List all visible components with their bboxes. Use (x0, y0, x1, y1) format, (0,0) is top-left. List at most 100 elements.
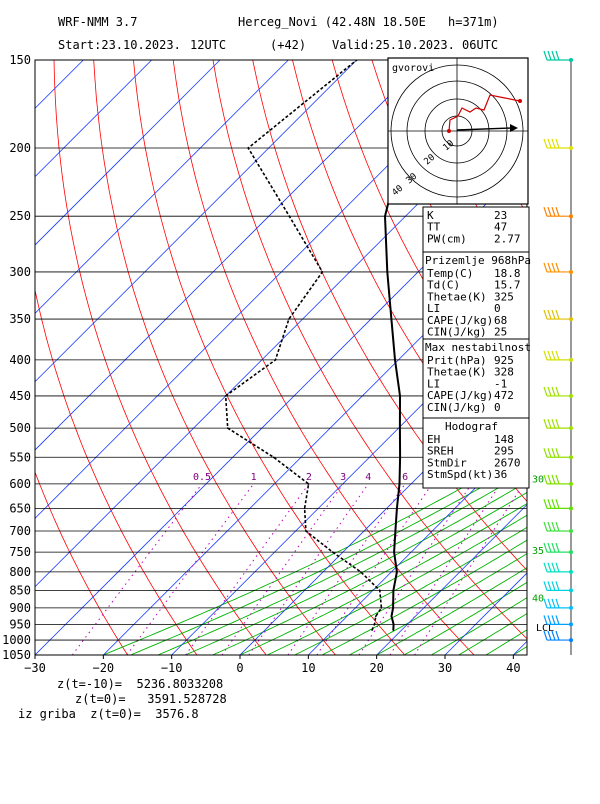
wind-barb-feather (548, 419, 551, 428)
wind-barb-feather (552, 448, 555, 457)
temperature-point (399, 457, 401, 459)
temperature-point (393, 629, 395, 631)
wind-barb-feather (544, 499, 547, 508)
wind-barb-feather (544, 351, 547, 360)
wind-barb (544, 599, 573, 610)
temperature-point (396, 508, 398, 510)
wind-barb-feather (548, 448, 551, 457)
dewpoint-point (360, 571, 362, 573)
mixing-ratio-label: 4 (365, 472, 371, 483)
surface-box-title: Prizemlje 968hPa (425, 254, 531, 267)
wind-barb-dot (569, 58, 573, 62)
isotherm-line (0, 60, 288, 655)
dewpoint-point (332, 551, 334, 553)
pressure-tick-label: 550 (9, 450, 31, 464)
isotherm-line (0, 60, 220, 655)
wind-barb-feather (544, 51, 547, 60)
wind-barb-feather (544, 563, 547, 572)
wind-barb-feather (556, 351, 559, 360)
pressure-tick-label: 400 (9, 353, 31, 367)
wind-barb-feather (556, 522, 559, 531)
wind-barb-dot (569, 394, 573, 398)
mixing-ratio-line (249, 484, 368, 655)
wind-barb-dot (569, 606, 573, 610)
temperature-point (391, 318, 393, 320)
wind-barb-dot (569, 506, 573, 510)
isotherm-line (172, 60, 600, 655)
dry-adiabat-line (54, 60, 266, 655)
wind-barb-feather (548, 563, 551, 572)
basic-box-row-label: PW(cm) (427, 232, 467, 245)
wind-barb-feather (552, 599, 555, 608)
temperature-point (399, 395, 401, 397)
mixing-ratio-label: 1 (251, 472, 257, 483)
mixing-ratio-line (72, 484, 202, 655)
wind-barb-feather (548, 351, 551, 360)
wind-barb-dot (569, 638, 573, 642)
wind-barb-dot (569, 317, 573, 321)
wind-barb-feather (556, 448, 559, 457)
wind-barb-feather (556, 263, 559, 272)
dewpoint-point (305, 530, 307, 532)
wind-barb-feather (552, 387, 555, 396)
pressure-tick-label: 350 (9, 312, 31, 326)
start-hour: 12UTC (190, 38, 226, 52)
dewpoint-profile (226, 60, 382, 630)
surface-box-row-label: CIN(J/kg) (427, 326, 487, 339)
wind-barb-feather (556, 563, 559, 572)
temperature-point (391, 615, 393, 617)
wind-barb-feather (552, 310, 555, 319)
temperature-point (399, 483, 401, 485)
wind-barb-feather (552, 475, 555, 484)
temperature-point (396, 571, 398, 573)
wind-barb (544, 499, 573, 510)
pressure-tick-label: 1000 (2, 633, 31, 647)
x-tick-label: −30 (24, 661, 46, 675)
wind-barb-feather (552, 543, 555, 552)
valid-date: Valid:25.10.2023. (332, 38, 455, 52)
dewpoint-point (289, 215, 291, 217)
station-name: Herceg_Novi (42.48N 18.50E (238, 15, 426, 29)
wind-barb (544, 581, 573, 592)
wind-barb-feather (544, 263, 547, 272)
temperature-point (392, 607, 394, 609)
wind-barb (544, 615, 573, 626)
mixing-ratio-label: 6 (402, 472, 408, 483)
pressure-tick-label: 150 (9, 53, 31, 67)
lead-time: (+42) (270, 38, 306, 52)
wetbulb-label: 35 (532, 546, 544, 557)
maxinst-box-title: Max nestabilnost (425, 341, 531, 354)
x-tick-label: 10 (301, 661, 315, 675)
dewpoint-point (227, 427, 229, 429)
wind-barb-dot (569, 622, 573, 626)
isotherm-line (0, 60, 357, 655)
wind-barb-feather (552, 207, 555, 216)
x-tick-label: 0 (236, 661, 243, 675)
wind-barb-feather (544, 599, 547, 608)
dewpoint-point (308, 483, 310, 485)
surface-box: Prizemlje 968hPaTemp(C)18.8Td(C)15.7Thet… (423, 252, 531, 339)
wind-barb-feather (552, 581, 555, 590)
pressure-tick-label: 750 (9, 545, 31, 559)
wind-barb-dot (569, 570, 573, 574)
dewpoint-point (225, 395, 227, 397)
temperature-point (393, 590, 395, 592)
pressure-tick-label: 450 (9, 389, 31, 403)
hodograph-title: gvorovi (392, 63, 434, 74)
temperature-point (393, 551, 395, 553)
pressure-tick-label: 900 (9, 601, 31, 615)
wind-barb (544, 310, 573, 321)
wind-barb (544, 522, 573, 533)
wind-barb-dot (569, 146, 573, 150)
dewpoint-point (371, 629, 373, 631)
pressure-tick-label: 500 (9, 421, 31, 435)
pressure-tick-label: 200 (9, 141, 31, 155)
wetbulb-label: 30 (532, 475, 544, 486)
wind-barb-feather (552, 139, 555, 148)
wind-barb-feather (548, 599, 551, 608)
x-tick-label: 40 (506, 661, 520, 675)
wind-barb-feather (556, 615, 559, 624)
